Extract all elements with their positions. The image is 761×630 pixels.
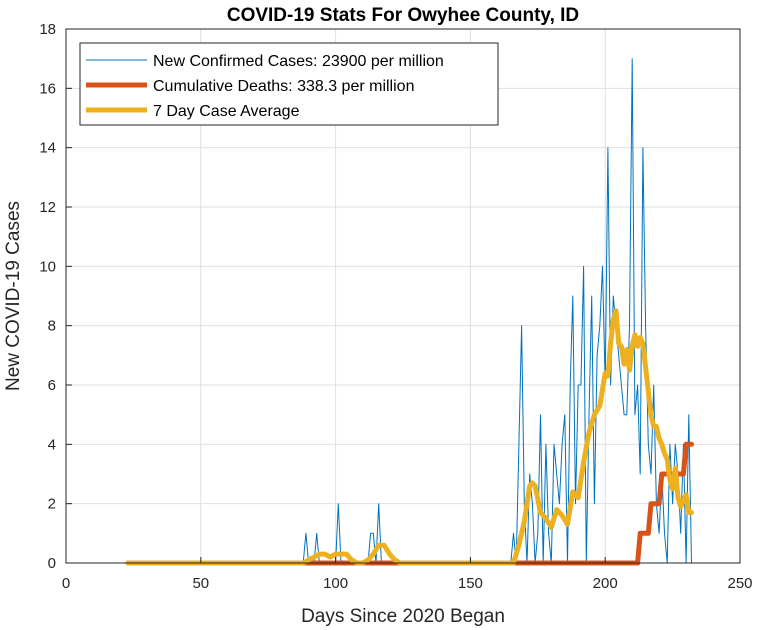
chart-title: COVID-19 Stats For Owyhee County, ID — [227, 5, 579, 26]
x-tick-label: 200 — [593, 575, 618, 592]
legend-entry-label: Cumulative Deaths: 338.3 per million — [153, 78, 414, 95]
x-tick-label: 50 — [192, 575, 209, 592]
x-tick-label: 250 — [727, 575, 752, 592]
x-tick-label: 150 — [458, 575, 483, 592]
x-tick-label: 0 — [62, 575, 70, 592]
series-line-cumulative-deaths — [125, 441, 694, 566]
y-tick-label: 0 — [48, 555, 56, 572]
legend: New Confirmed Cases: 23900 per million Cu… — [79, 42, 499, 126]
series-line-7-day-average — [125, 308, 694, 566]
x-tick-label: 100 — [323, 575, 348, 592]
y-tick-label: 14 — [39, 140, 56, 157]
axes-box — [65, 28, 741, 564]
legend-entry-label: New Confirmed Cases: 23900 per million — [153, 53, 444, 70]
y-tick-label: 4 — [48, 436, 56, 453]
y-tick-label: 10 — [39, 258, 56, 275]
legend-entry-label: 7 Day Case Average — [153, 103, 300, 120]
y-tick-label: 8 — [48, 318, 56, 335]
y-tick-label: 12 — [39, 199, 56, 216]
y-tick-label: 2 — [48, 496, 56, 513]
y-tick-label: 6 — [48, 377, 56, 394]
y-tick-label: 18 — [39, 21, 56, 38]
y-tick-label: 16 — [39, 80, 56, 97]
x-axis-label: Days Since 2020 Began — [301, 606, 505, 627]
legend-box — [79, 42, 499, 126]
ticks: 0 50 100 150 200 250 0 2 4 6 8 10 12 14 16 18 — [39, 21, 752, 592]
y-axis-label: New COVID-19 Cases — [3, 201, 24, 391]
